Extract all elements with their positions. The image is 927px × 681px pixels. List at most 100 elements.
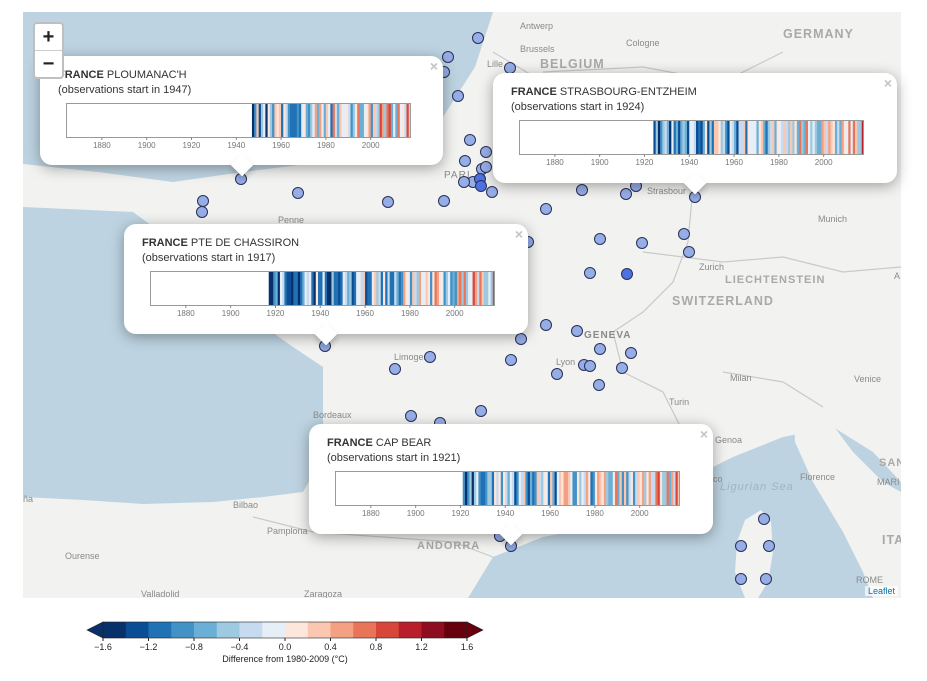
station-marker[interactable] bbox=[678, 228, 690, 240]
stripe-2006 bbox=[837, 121, 840, 154]
popup-station-name: CAP BEAR bbox=[375, 437, 432, 449]
x-tick-label: 2000 bbox=[631, 509, 649, 518]
stripe-1961 bbox=[367, 272, 370, 305]
station-marker[interactable] bbox=[515, 333, 527, 345]
stripe-1960 bbox=[281, 104, 284, 137]
station-marker[interactable] bbox=[472, 32, 484, 44]
popup-country: FRANCE bbox=[142, 237, 188, 249]
station-marker[interactable] bbox=[540, 319, 552, 331]
stripe-1977 bbox=[588, 472, 591, 505]
station-marker[interactable] bbox=[621, 268, 633, 280]
station-marker[interactable] bbox=[292, 187, 304, 199]
colorbar-segment bbox=[148, 622, 172, 638]
station-marker[interactable] bbox=[480, 146, 492, 158]
station-marker[interactable] bbox=[458, 176, 470, 188]
stripe-1927 bbox=[291, 272, 294, 305]
stripe-1941 bbox=[691, 121, 695, 154]
stripe-2009 bbox=[390, 104, 394, 137]
popup-close-button[interactable]: × bbox=[429, 58, 438, 74]
stripe-2013 bbox=[668, 472, 672, 505]
stripe-2001 bbox=[825, 121, 829, 154]
stripe-1987 bbox=[341, 104, 345, 137]
station-marker[interactable] bbox=[593, 379, 605, 391]
station-marker[interactable] bbox=[683, 246, 695, 258]
stripe-1943 bbox=[326, 272, 330, 305]
station-marker[interactable] bbox=[625, 347, 637, 359]
popup-close-button[interactable]: × bbox=[883, 75, 892, 91]
leaflet-attribution-link[interactable]: Leaflet bbox=[864, 586, 898, 596]
stripe-1994 bbox=[441, 272, 444, 305]
station-marker[interactable] bbox=[576, 184, 588, 196]
popup-close-button[interactable]: × bbox=[699, 426, 708, 442]
stripe-1996 bbox=[630, 472, 634, 505]
station-marker[interactable] bbox=[584, 267, 596, 279]
colorbar-segment bbox=[285, 622, 309, 638]
zoom-out-button[interactable]: − bbox=[42, 53, 55, 75]
station-marker[interactable] bbox=[486, 186, 498, 198]
place-label: A bbox=[894, 271, 901, 281]
station-marker[interactable] bbox=[584, 360, 596, 372]
station-marker[interactable] bbox=[636, 237, 648, 249]
station-marker[interactable] bbox=[442, 51, 454, 63]
station-marker[interactable] bbox=[505, 354, 517, 366]
colorbar-segment bbox=[103, 622, 127, 638]
stripe-1969 bbox=[385, 272, 388, 305]
popup-close-button[interactable]: × bbox=[514, 226, 523, 242]
station-marker[interactable] bbox=[735, 540, 747, 552]
station-marker[interactable] bbox=[594, 343, 606, 355]
stripe-1989 bbox=[615, 472, 618, 505]
stripe-1950 bbox=[342, 272, 346, 305]
stripe-1975 bbox=[398, 272, 402, 305]
stripe-2011 bbox=[848, 121, 851, 154]
station-marker[interactable] bbox=[616, 362, 628, 374]
station-marker[interactable] bbox=[571, 325, 583, 337]
colorbar-segment bbox=[330, 622, 354, 638]
stripe-2013 bbox=[399, 104, 403, 137]
station-marker[interactable] bbox=[405, 410, 417, 422]
station-marker[interactable] bbox=[763, 540, 775, 552]
station-marker[interactable] bbox=[551, 368, 563, 380]
station-marker[interactable] bbox=[475, 180, 487, 192]
stripe-2011 bbox=[479, 272, 482, 305]
popup-station-name: PTE DE CHASSIRON bbox=[190, 237, 300, 249]
stripe-1959 bbox=[731, 121, 735, 154]
stripe-1998 bbox=[819, 121, 822, 154]
station-marker[interactable] bbox=[594, 233, 606, 245]
colorbar-segment bbox=[398, 622, 422, 638]
stripe-2000 bbox=[639, 472, 643, 505]
station-marker[interactable] bbox=[540, 203, 552, 215]
stripe-1956 bbox=[541, 472, 544, 505]
stripe-1985 bbox=[790, 121, 793, 154]
stripe-1962 bbox=[369, 272, 373, 305]
station-marker[interactable] bbox=[382, 196, 394, 208]
station-marker[interactable] bbox=[459, 155, 471, 167]
stripe-1939 bbox=[503, 472, 506, 505]
station-marker[interactable] bbox=[758, 513, 770, 525]
stripe-1921 bbox=[462, 472, 466, 505]
station-marker[interactable] bbox=[480, 161, 492, 173]
stripe-1956 bbox=[725, 121, 728, 154]
station-marker[interactable] bbox=[452, 90, 464, 102]
popup-observations: (observations start in 1921) bbox=[327, 452, 461, 464]
stripe-1947 bbox=[520, 472, 524, 505]
station-marker[interactable] bbox=[424, 351, 436, 363]
stripe-1996 bbox=[814, 121, 818, 154]
stripe-1948 bbox=[254, 104, 257, 137]
stripe-1979 bbox=[407, 272, 411, 305]
station-marker[interactable] bbox=[389, 363, 401, 375]
station-marker[interactable] bbox=[196, 206, 208, 218]
stripe-1949 bbox=[256, 104, 260, 137]
station-marker[interactable] bbox=[475, 405, 487, 417]
station-marker[interactable] bbox=[735, 573, 747, 585]
station-marker[interactable] bbox=[438, 195, 450, 207]
station-marker[interactable] bbox=[620, 188, 632, 200]
station-marker[interactable] bbox=[760, 573, 772, 585]
station-marker[interactable] bbox=[464, 134, 476, 146]
place-label: Pamplona bbox=[267, 526, 308, 536]
zoom-in-button[interactable]: + bbox=[35, 24, 62, 51]
colorbar-tick-label: 1.6 bbox=[461, 642, 474, 652]
colorbar-segment bbox=[194, 622, 218, 638]
country-label: ITA bbox=[882, 533, 901, 547]
stripe-1943 bbox=[695, 121, 699, 154]
stripe-1995 bbox=[359, 104, 363, 137]
